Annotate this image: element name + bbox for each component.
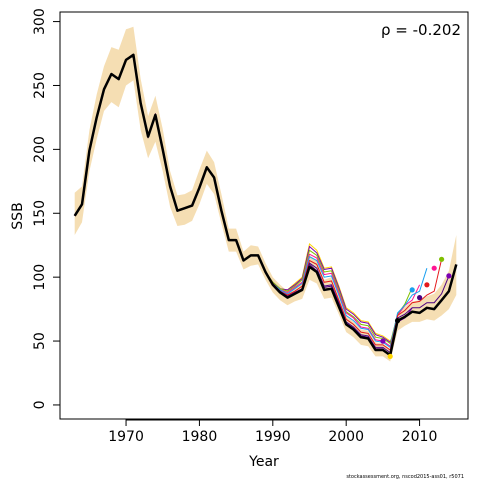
endpoint-marker-8 (387, 353, 393, 359)
retrospective-peel-line-4 (74, 53, 421, 348)
confidence-band (74, 26, 457, 362)
endpoint-marker-2 (439, 256, 445, 262)
y-tick-label-0: 0 (32, 400, 48, 409)
endpoint-marker-4 (424, 282, 430, 288)
x-axis-title: Year (248, 454, 279, 470)
x-axis: 1970 1980 1990 2000 2010 (108, 419, 437, 445)
x-tick-label-1990: 1990 (255, 429, 291, 445)
retrospective-peel-line-5 (74, 53, 413, 345)
confidence-band-area (74, 26, 457, 362)
x-tick-label-1980: 1980 (182, 429, 218, 445)
endpoint-marker-6 (409, 287, 415, 293)
endpoint-marker-7 (380, 338, 386, 344)
y-tick-label-250: 250 (32, 72, 48, 99)
y-tick-label-50: 50 (32, 332, 48, 350)
y-axis: 0 50 100 150 200 250 300 (32, 8, 61, 409)
endpoint-markers (380, 256, 452, 359)
retrospective-peel-line-1 (74, 53, 450, 354)
retrospective-peel-line-2 (74, 53, 443, 351)
endpoint-marker-5 (417, 295, 423, 301)
x-tick-label-2010: 2010 (402, 429, 438, 445)
rho-annotation: ρ = -0.202 (381, 21, 461, 39)
endpoint-marker-0 (395, 318, 401, 324)
y-tick-label-150: 150 (32, 200, 48, 227)
x-tick-label-2000: 2000 (328, 429, 364, 445)
retrospective-peel-line-3 (74, 53, 428, 349)
x-tick-label-1970: 1970 (108, 429, 144, 445)
retrospective-peel-line-6 (74, 53, 413, 344)
endpoint-marker-3 (431, 265, 437, 271)
series-lines (73, 53, 458, 357)
y-tick-label-200: 200 (32, 136, 48, 163)
y-axis-title: SSB (10, 202, 26, 229)
y-tick-label-300: 300 (32, 8, 48, 35)
final-ssb-line (73, 53, 458, 357)
y-tick-label-100: 100 (32, 264, 48, 291)
endpoint-marker-1 (446, 273, 452, 279)
source-footer: stockassessment.org, nscod2015-ass01, r5… (346, 474, 464, 480)
